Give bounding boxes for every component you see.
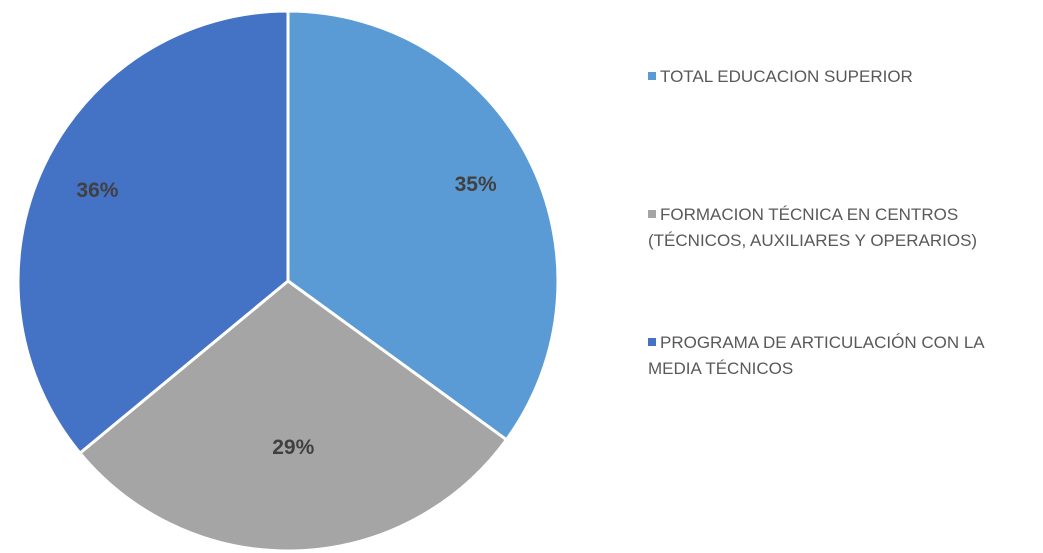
data-label: 35% — [455, 173, 497, 196]
pie-slice — [77, 279, 509, 553]
legend-item: PROGRAMA DE ARTICULACIÓN CON LA MEDIA TÉ… — [648, 330, 1038, 382]
data-label: 36% — [76, 179, 118, 202]
pie-slice — [16, 9, 290, 456]
legend-label: FORMACION TÉCNICA EN CENTROS (TÉCNICOS, … — [648, 205, 978, 250]
legend-swatch — [648, 338, 656, 346]
legend-swatch — [648, 72, 656, 80]
legend-item: TOTAL EDUCACION SUPERIOR — [648, 64, 1038, 90]
legend-label: PROGRAMA DE ARTICULACIÓN CON LA MEDIA TÉ… — [648, 333, 984, 378]
legend-label: TOTAL EDUCACION SUPERIOR — [660, 67, 913, 86]
legend-item: FORMACION TÉCNICA EN CENTROS (TÉCNICOS, … — [648, 202, 1038, 254]
data-label: 29% — [272, 436, 314, 459]
legend-swatch — [648, 210, 656, 218]
pie-slice — [286, 9, 560, 442]
